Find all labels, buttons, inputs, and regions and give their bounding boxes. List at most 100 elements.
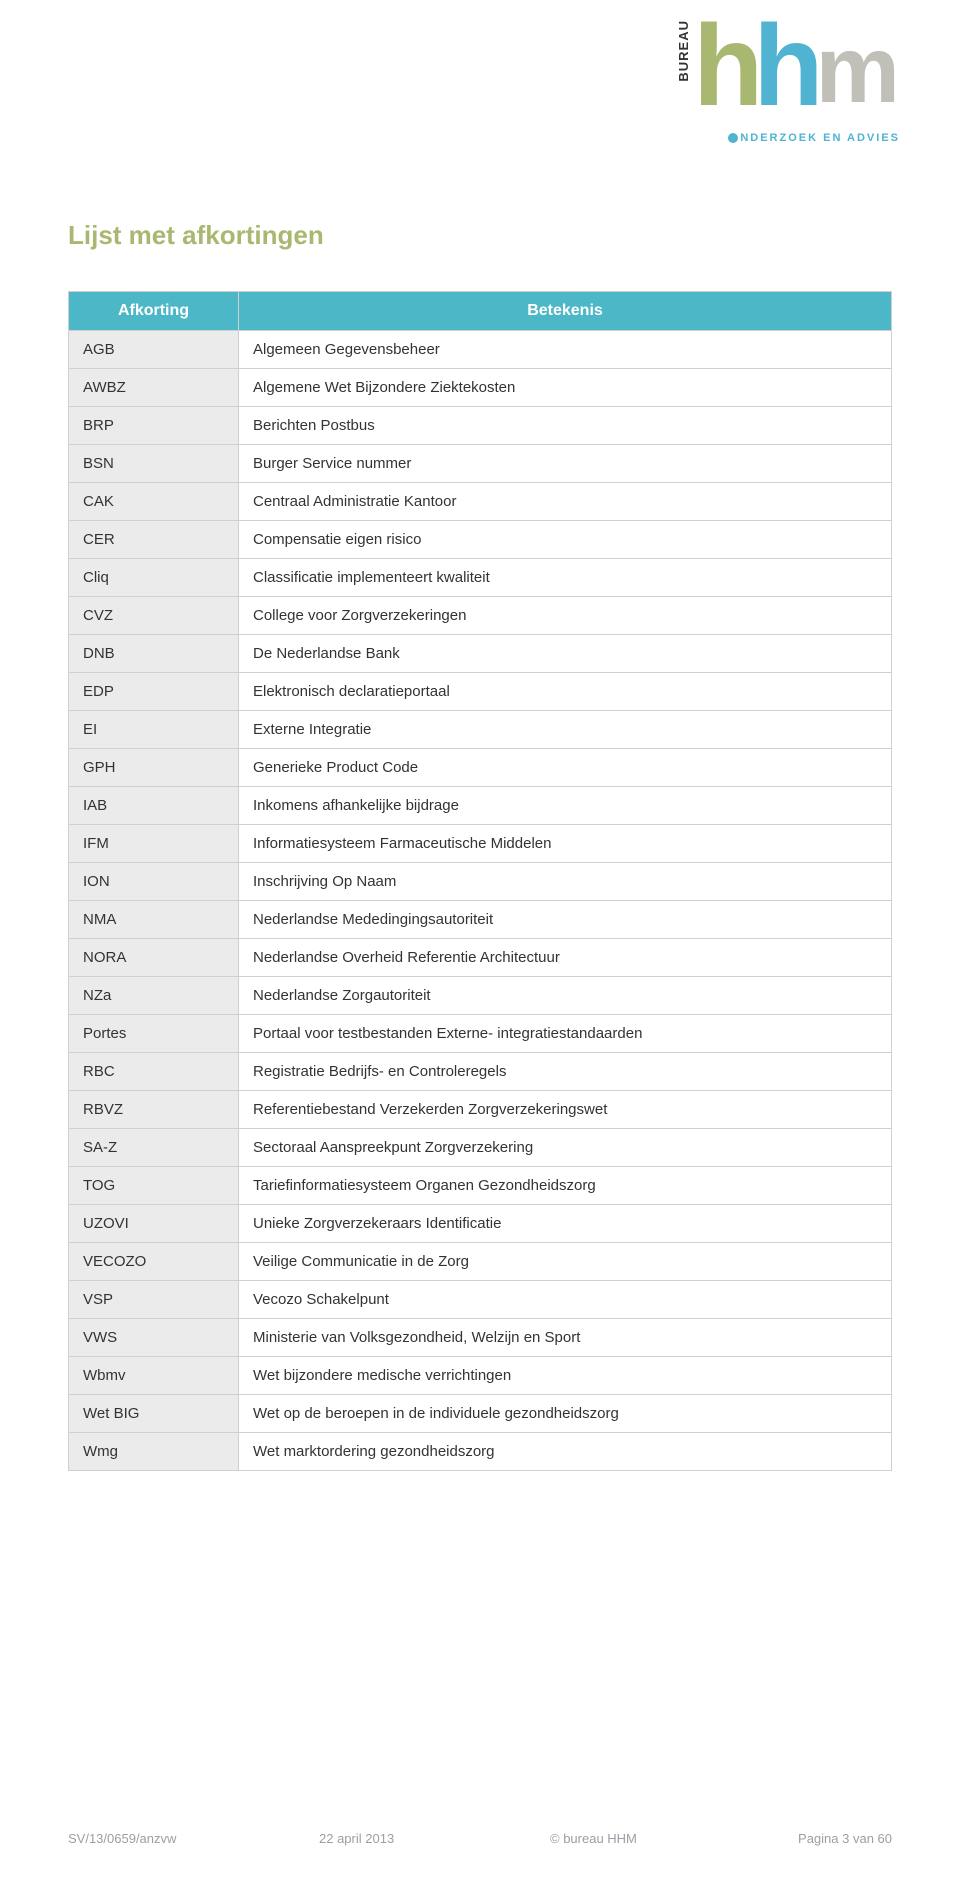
table-cell-meaning: Burger Service nummer	[239, 445, 892, 483]
footer-org: © bureau HHM	[490, 1831, 721, 1846]
table-cell-abbr: CVZ	[69, 597, 239, 635]
table-cell-abbr: Cliq	[69, 559, 239, 597]
table-cell-meaning: De Nederlandse Bank	[239, 635, 892, 673]
table-cell-meaning: Wet op de beroepen in de individuele gez…	[239, 1395, 892, 1433]
table-row: BSNBurger Service nummer	[69, 445, 892, 483]
footer-reference: SV/13/0659/anzvw	[68, 1831, 239, 1846]
table-cell-abbr: BSN	[69, 445, 239, 483]
table-row: RBCRegistratie Bedrijfs- en Controlerege…	[69, 1053, 892, 1091]
table-row: VSPVecozo Schakelpunt	[69, 1281, 892, 1319]
table-row: IFMInformatiesysteem Farmaceutische Midd…	[69, 825, 892, 863]
table-cell-abbr: BRP	[69, 407, 239, 445]
table-row: CVZCollege voor Zorgverzekeringen	[69, 597, 892, 635]
table-row: Wet BIGWet op de beroepen in de individu…	[69, 1395, 892, 1433]
abbreviations-table: Afkorting Betekenis AGBAlgemeen Gegevens…	[68, 291, 892, 1471]
table-cell-meaning: Portaal voor testbestanden Externe- inte…	[239, 1015, 892, 1053]
logo-tagline-text: NDERZOEK EN ADVIES	[740, 132, 900, 144]
table-cell-meaning: Elektronisch declaratieportaal	[239, 673, 892, 711]
table-row: WmgWet marktordering gezondheidszorg	[69, 1433, 892, 1471]
table-row: VECOZOVeilige Communicatie in de Zorg	[69, 1243, 892, 1281]
table-cell-abbr: NORA	[69, 939, 239, 977]
table-cell-abbr: VWS	[69, 1319, 239, 1357]
table-cell-meaning: Berichten Postbus	[239, 407, 892, 445]
table-cell-meaning: Externe Integratie	[239, 711, 892, 749]
page-title: Lijst met afkortingen	[68, 220, 892, 251]
table-cell-abbr: Portes	[69, 1015, 239, 1053]
table-cell-abbr: IAB	[69, 787, 239, 825]
table-cell-abbr: AGB	[69, 331, 239, 369]
table-row: BRPBerichten Postbus	[69, 407, 892, 445]
table-cell-meaning: Tariefinformatiesysteem Organen Gezondhe…	[239, 1167, 892, 1205]
table-cell-abbr: VSP	[69, 1281, 239, 1319]
table-cell-meaning: Nederlandse Zorgautoriteit	[239, 977, 892, 1015]
table-cell-abbr: CAK	[69, 483, 239, 521]
table-cell-abbr: Wet BIG	[69, 1395, 239, 1433]
table-row: CERCompensatie eigen risico	[69, 521, 892, 559]
table-cell-abbr: EI	[69, 711, 239, 749]
table-cell-meaning: Algemene Wet Bijzondere Ziektekosten	[239, 369, 892, 407]
logo-letter-m: m	[816, 32, 900, 110]
table-row: AGBAlgemeen Gegevensbeheer	[69, 331, 892, 369]
table-row: IONInschrijving Op Naam	[69, 863, 892, 901]
table-cell-meaning: Algemeen Gegevensbeheer	[239, 331, 892, 369]
table-cell-abbr: SA-Z	[69, 1129, 239, 1167]
table-row: WbmvWet bijzondere medische verrichtinge…	[69, 1357, 892, 1395]
table-cell-abbr: Wbmv	[69, 1357, 239, 1395]
table-cell-meaning: Veilige Communicatie in de Zorg	[239, 1243, 892, 1281]
table-cell-meaning: Nederlandse Overheid Referentie Architec…	[239, 939, 892, 977]
logo-dot-icon	[728, 133, 738, 143]
table-row: UZOVIUnieke Zorgverzekeraars Identificat…	[69, 1205, 892, 1243]
table-cell-meaning: Wet marktordering gezondheidszorg	[239, 1433, 892, 1471]
logo-tagline: NDERZOEK EN ADVIES	[728, 132, 900, 144]
footer-date: 22 april 2013	[239, 1831, 490, 1846]
table-cell-abbr: UZOVI	[69, 1205, 239, 1243]
logo-hhm: h h m	[693, 23, 900, 109]
table-cell-meaning: Sectoraal Aanspreekpunt Zorgverzekering	[239, 1129, 892, 1167]
table-row: CliqClassificatie implementeert kwalitei…	[69, 559, 892, 597]
table-row: TOGTariefinformatiesysteem Organen Gezon…	[69, 1167, 892, 1205]
table-cell-abbr: NMA	[69, 901, 239, 939]
table-cell-meaning: Wet bijzondere medische verrichtingen	[239, 1357, 892, 1395]
table-cell-meaning: Registratie Bedrijfs- en Controleregels	[239, 1053, 892, 1091]
table-row: AWBZAlgemene Wet Bijzondere Ziektekosten	[69, 369, 892, 407]
table-cell-meaning: Classificatie implementeert kwaliteit	[239, 559, 892, 597]
logo-letter-h2: h	[753, 23, 823, 109]
table-cell-abbr: EDP	[69, 673, 239, 711]
table-cell-abbr: IFM	[69, 825, 239, 863]
table-row: DNBDe Nederlandse Bank	[69, 635, 892, 673]
table-cell-meaning: Informatiesysteem Farmaceutische Middele…	[239, 825, 892, 863]
table-cell-meaning: Ministerie van Volksgezondheid, Welzijn …	[239, 1319, 892, 1357]
table-cell-meaning: Compensatie eigen risico	[239, 521, 892, 559]
table-row: VWSMinisterie van Volksgezondheid, Welzi…	[69, 1319, 892, 1357]
table-cell-abbr: CER	[69, 521, 239, 559]
table-row: PortesPortaal voor testbestanden Externe…	[69, 1015, 892, 1053]
table-cell-abbr: DNB	[69, 635, 239, 673]
table-row: SA-ZSectoraal Aanspreekpunt Zorgverzeker…	[69, 1129, 892, 1167]
table-cell-meaning: Centraal Administratie Kantoor	[239, 483, 892, 521]
table-cell-meaning: Inschrijving Op Naam	[239, 863, 892, 901]
table-cell-abbr: VECOZO	[69, 1243, 239, 1281]
table-row: CAKCentraal Administratie Kantoor	[69, 483, 892, 521]
table-cell-meaning: Generieke Product Code	[239, 749, 892, 787]
table-cell-meaning: Referentiebestand Verzekerden Zorgverzek…	[239, 1091, 892, 1129]
table-row: NZaNederlandse Zorgautoriteit	[69, 977, 892, 1015]
footer-page: Pagina 3 van 60	[721, 1831, 892, 1846]
page-footer: SV/13/0659/anzvw 22 april 2013 © bureau …	[68, 1831, 892, 1846]
table-cell-abbr: RBC	[69, 1053, 239, 1091]
table-cell-meaning: Nederlandse Mededingingsautoriteit	[239, 901, 892, 939]
table-header-row: Afkorting Betekenis	[69, 292, 892, 331]
table-cell-abbr: ION	[69, 863, 239, 901]
table-cell-abbr: RBVZ	[69, 1091, 239, 1129]
table-row: EDPElektronisch declaratieportaal	[69, 673, 892, 711]
table-header-meaning: Betekenis	[239, 292, 892, 331]
table-cell-meaning: Inkomens afhankelijke bijdrage	[239, 787, 892, 825]
table-cell-abbr: Wmg	[69, 1433, 239, 1471]
table-row: NMANederlandse Mededingingsautoriteit	[69, 901, 892, 939]
table-row: IABInkomens afhankelijke bijdrage	[69, 787, 892, 825]
table-header-abbr: Afkorting	[69, 292, 239, 331]
table-row: GPHGenerieke Product Code	[69, 749, 892, 787]
table-cell-meaning: Unieke Zorgverzekeraars Identificatie	[239, 1205, 892, 1243]
table-cell-meaning: College voor Zorgverzekeringen	[239, 597, 892, 635]
table-cell-abbr: TOG	[69, 1167, 239, 1205]
logo-bureau-text: BUREAU	[676, 20, 691, 82]
